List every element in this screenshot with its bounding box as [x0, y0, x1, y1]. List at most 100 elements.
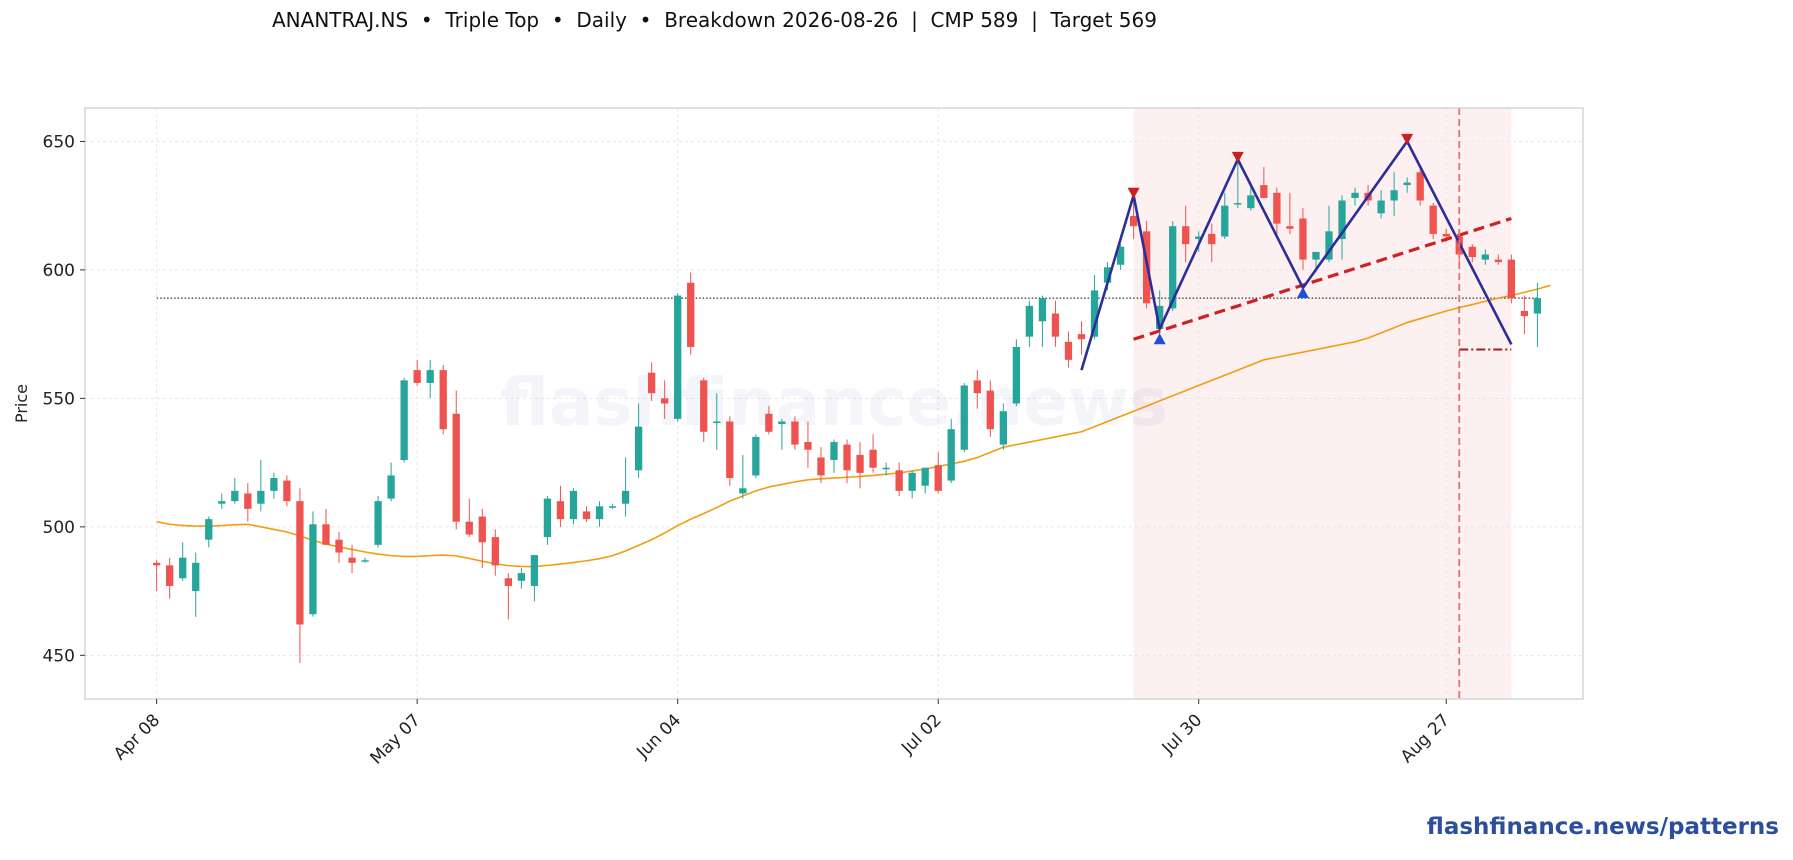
candle-body [309, 524, 317, 615]
brand-watermark: flashfinance.news/patterns [1426, 814, 1779, 840]
candle [374, 496, 382, 548]
candle-body [582, 511, 591, 520]
candle-body [1260, 185, 1268, 198]
candle-body [1182, 226, 1190, 245]
pattern-highlight-region [1133, 108, 1512, 699]
candle [179, 542, 187, 581]
candle [387, 462, 395, 502]
peak-marker [1231, 151, 1244, 163]
peak-marker [1127, 187, 1140, 199]
candle-body [921, 467, 929, 486]
candle [322, 508, 330, 545]
candle-body [1416, 172, 1424, 201]
candle-body [192, 562, 200, 592]
candle-body [1025, 305, 1034, 337]
candle [921, 467, 929, 494]
candle-body [257, 490, 265, 504]
candle [1182, 205, 1190, 263]
candle-body [166, 565, 174, 586]
candle [986, 380, 994, 437]
candle [960, 382, 968, 453]
candle [426, 359, 434, 399]
candle [947, 418, 955, 484]
y-tick-label: 550 [43, 389, 75, 409]
candle-body [895, 470, 903, 491]
candle [361, 557, 369, 563]
x-tick-label: Aug 27 [1397, 710, 1454, 767]
candle-body [608, 506, 617, 508]
candle-body [595, 506, 604, 520]
candle-body [1051, 313, 1060, 337]
candle [1116, 244, 1125, 270]
candle [1481, 249, 1489, 265]
candle [1429, 203, 1437, 240]
candle [1377, 190, 1385, 219]
candle-body [374, 501, 382, 545]
center-watermark: flashfinance.news [500, 364, 1168, 441]
candle-body [661, 398, 669, 404]
candle [999, 403, 1007, 450]
candle-body [335, 539, 343, 553]
sma-line [156, 284, 1551, 568]
candle [1012, 339, 1021, 407]
candle [465, 498, 473, 538]
candle [647, 362, 656, 401]
candle-body [752, 436, 760, 476]
candle [1051, 300, 1060, 347]
candle-body [947, 429, 955, 481]
candle-body [205, 519, 213, 540]
candle-body [1286, 226, 1294, 229]
candle [608, 503, 617, 509]
chart-title: ANANTRAJ.NS • Triple Top • Daily • Break… [272, 8, 1157, 32]
candle [1403, 177, 1411, 193]
candle-body [1494, 259, 1502, 263]
neckline [1133, 216, 1512, 341]
candle [661, 380, 669, 419]
candle [739, 454, 747, 499]
candle-body [283, 480, 291, 502]
candle-body [869, 449, 877, 468]
candle-body [1312, 251, 1320, 260]
trough-marker [1296, 287, 1309, 299]
candle-body [739, 488, 747, 494]
candle [296, 488, 304, 664]
candle [1494, 254, 1502, 265]
candle [765, 406, 773, 435]
candle-body [152, 562, 161, 566]
candle [1533, 282, 1542, 347]
candle-body [934, 465, 942, 491]
candle [1169, 221, 1177, 311]
candle [1025, 300, 1034, 347]
candle-body [1481, 254, 1489, 260]
candle [1520, 295, 1529, 335]
candle-body [478, 516, 486, 543]
y-tick-label: 450 [43, 646, 75, 666]
candle-body [1116, 246, 1125, 265]
candle [1260, 167, 1268, 198]
candle-body [413, 370, 421, 383]
candle-body [1038, 298, 1047, 322]
candle [231, 478, 239, 504]
candle-body [452, 413, 460, 522]
candle-body [1299, 218, 1307, 260]
candle-body [1351, 192, 1359, 198]
candle-body [1129, 215, 1138, 227]
candle [817, 447, 825, 484]
x-tick-label: Apr 08 [110, 710, 164, 764]
candle-body [296, 501, 304, 625]
candle-body [830, 442, 838, 461]
candle [192, 552, 200, 617]
candle-body [1234, 203, 1242, 205]
candle [1507, 254, 1516, 304]
x-tick-label: May 07 [367, 710, 425, 768]
candle-body [218, 501, 226, 504]
candle-body [960, 385, 968, 450]
x-tick-label: Jul 02 [897, 710, 945, 758]
candle-body [1208, 233, 1216, 245]
candle-body [1442, 233, 1450, 237]
candle [1468, 244, 1476, 263]
candle-body [1012, 346, 1021, 404]
candle-body [1273, 192, 1281, 224]
candle [491, 529, 499, 576]
